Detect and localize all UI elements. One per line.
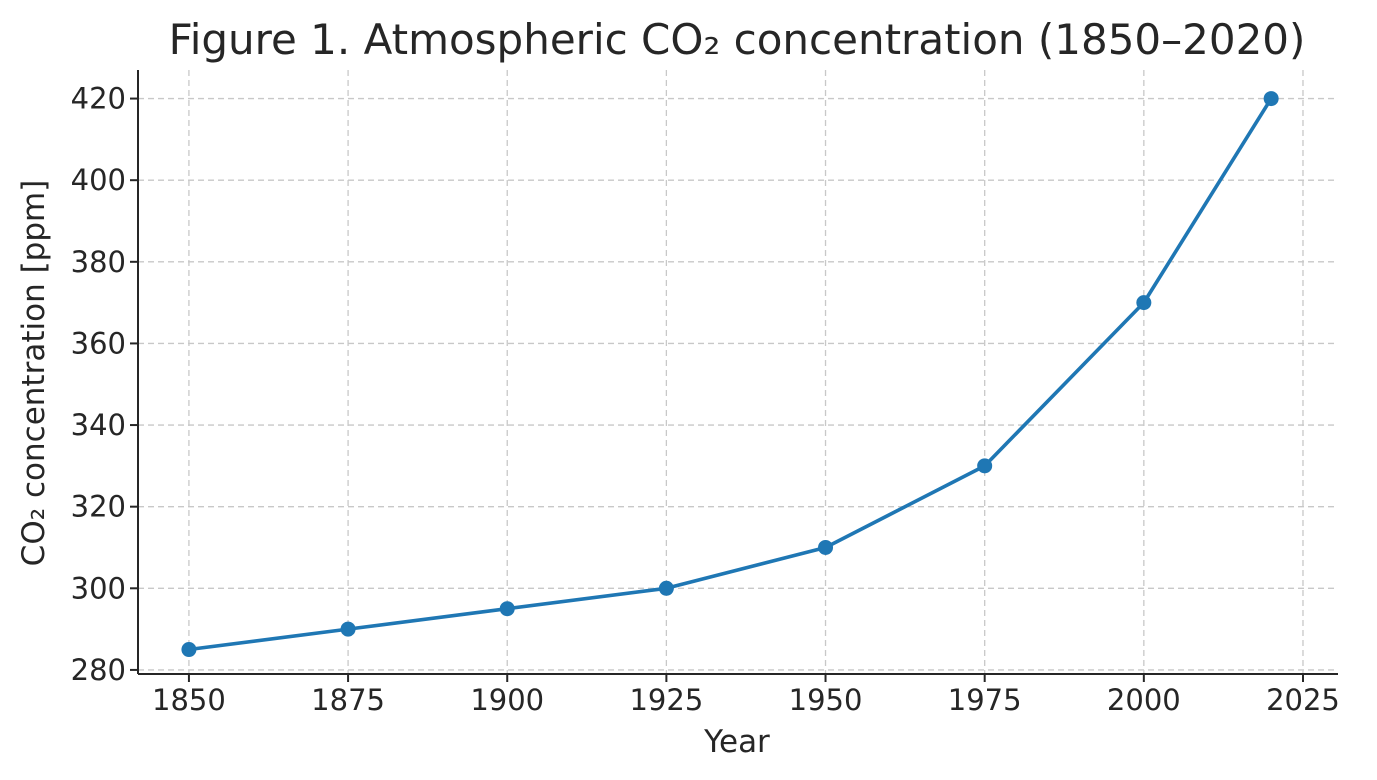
data-point-1875 bbox=[340, 621, 356, 637]
data-point-1900 bbox=[499, 601, 515, 617]
data-point-1975 bbox=[977, 458, 993, 474]
data-point-1925 bbox=[658, 580, 674, 596]
data-point-1850 bbox=[181, 642, 197, 658]
data-point-1950 bbox=[818, 539, 834, 555]
chart-title: Figure 1. Atmospheric CO₂ concentration … bbox=[169, 15, 1306, 64]
x-tick-label-2025: 2025 bbox=[1266, 683, 1340, 717]
x-tick-label-1875: 1875 bbox=[311, 683, 385, 717]
x-tick-label-1950: 1950 bbox=[789, 683, 863, 717]
series-line-0 bbox=[187, 96, 1273, 652]
x-tick-label-1975: 1975 bbox=[948, 683, 1022, 717]
x-tick-label-2000: 2000 bbox=[1107, 683, 1181, 717]
x-tick-label-1900: 1900 bbox=[470, 683, 544, 717]
y-tick-label-420: 420 bbox=[71, 82, 126, 116]
y-tick-label-340: 340 bbox=[71, 408, 126, 442]
data-point-2020 bbox=[1263, 91, 1279, 107]
x-tick-label-1850: 1850 bbox=[152, 683, 226, 717]
series bbox=[181, 91, 1279, 658]
y-tick-label-300: 300 bbox=[71, 571, 126, 605]
x-tick-label-1925: 1925 bbox=[629, 683, 703, 717]
y-tick-label-320: 320 bbox=[71, 490, 126, 524]
y-tick-label-380: 380 bbox=[71, 245, 126, 279]
y-axis-label: CO₂ concentration [ppm] bbox=[16, 180, 52, 567]
axes bbox=[137, 70, 1338, 675]
data-point-2000 bbox=[1136, 295, 1152, 311]
y-tick-label-280: 280 bbox=[71, 653, 126, 687]
y-tick-label-400: 400 bbox=[71, 163, 126, 197]
grid bbox=[138, 70, 1338, 674]
y-tick-label-360: 360 bbox=[71, 326, 126, 360]
ticks: 1850 1875 1900 1925 1950 1975 2000 2025 280 300 32… bbox=[71, 82, 1340, 717]
x-axis-label: Year bbox=[703, 724, 770, 760]
